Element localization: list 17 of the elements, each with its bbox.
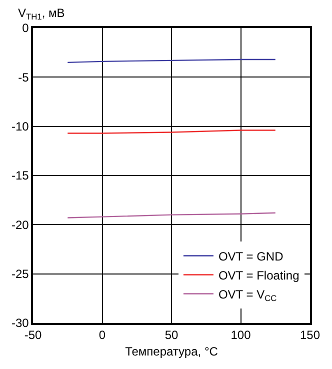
y-tick-label: -30 — [12, 316, 30, 330]
x-tick-label: 100 — [230, 328, 252, 342]
legend-label: OVT = GND — [218, 249, 284, 264]
y-axis-title: V$_{TH1}$, мВ — [18, 6, 65, 22]
x-axis-title: Температура, °C — [125, 344, 218, 359]
y-tick-label: -15 — [12, 168, 30, 183]
x-tick-label: 50 — [164, 328, 178, 342]
y-tick-label: 0 — [22, 21, 30, 36]
x-tick-label: 0 — [98, 328, 106, 342]
y-tick-label: -20 — [12, 218, 30, 232]
legend-label: OVT = Floating — [218, 268, 300, 282]
x-tick-label: 150 — [300, 328, 320, 342]
legend-label: OVT = V$_{CC}$ — [218, 287, 277, 303]
x-tick-label: -50 — [24, 328, 42, 342]
y-tick-label: -10 — [12, 120, 30, 134]
y-tick-label: -25 — [12, 267, 30, 282]
y-tick-label: -5 — [18, 70, 30, 84]
